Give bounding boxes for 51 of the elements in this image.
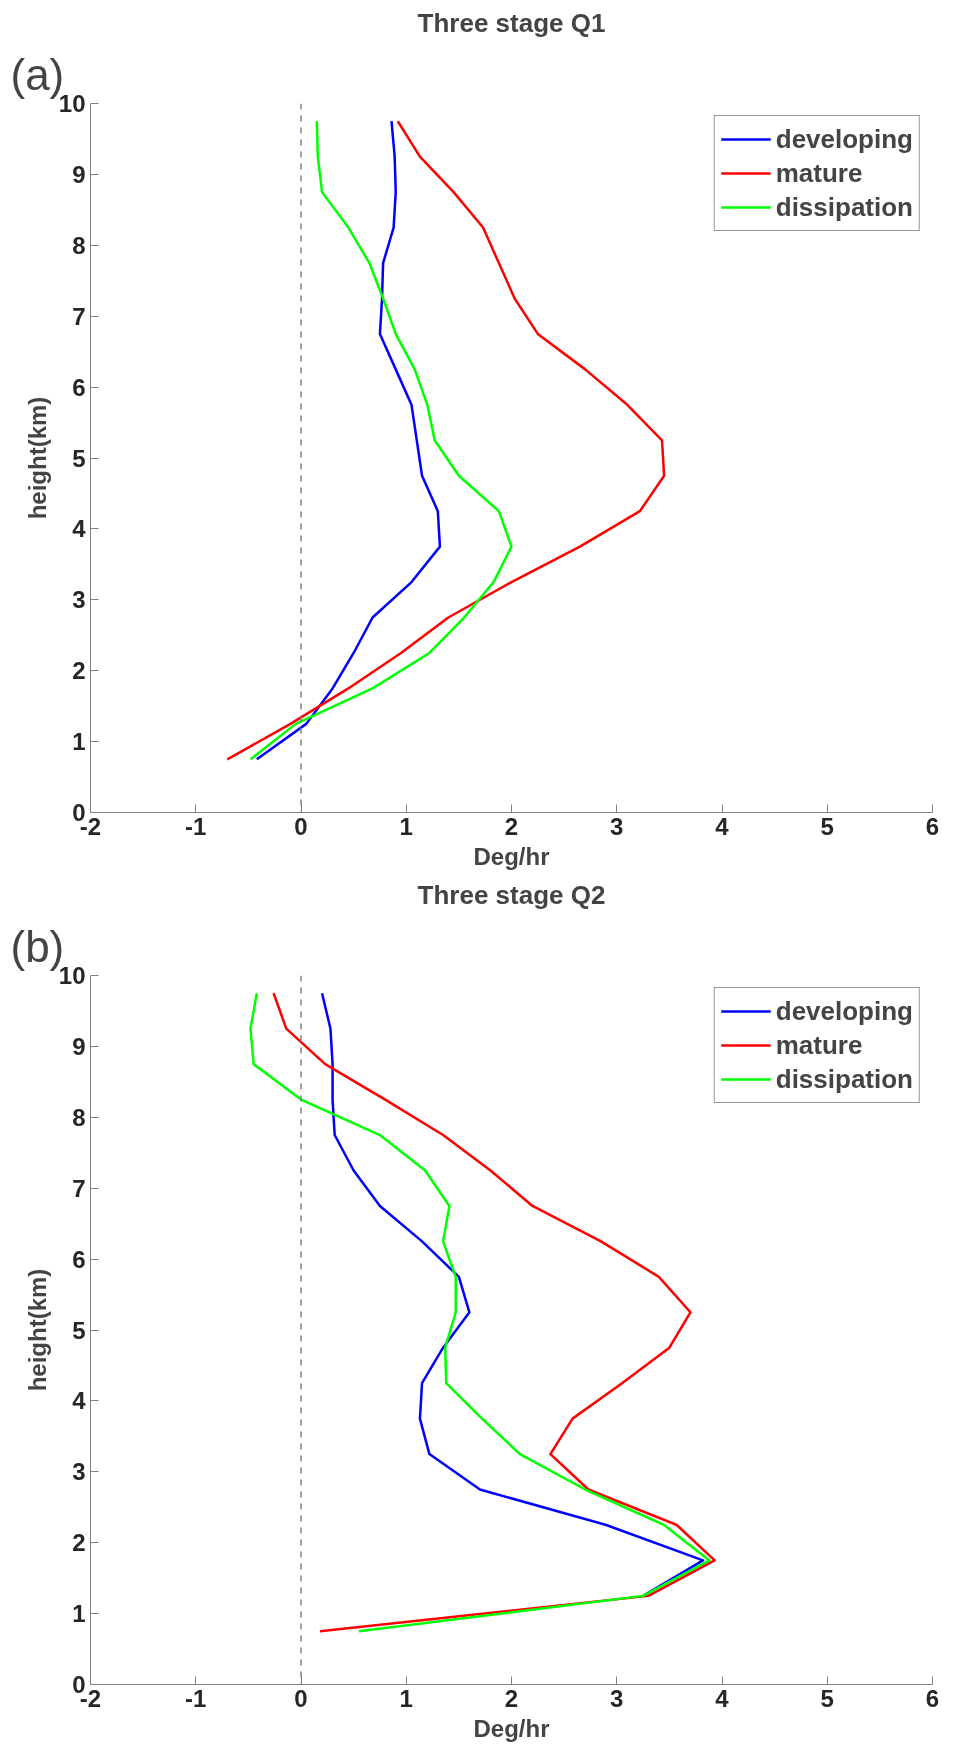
y-axis-title: height(km)	[23, 1268, 51, 1392]
x-tick-label: 1	[399, 1684, 413, 1712]
line-series	[249, 119, 513, 761]
x-tick-label: -1	[185, 812, 207, 840]
y-tick-label: 2	[72, 657, 86, 685]
y-tick-label: 1	[72, 1600, 86, 1628]
x-tick-label: 6	[925, 1684, 940, 1712]
y-tick-label: 4	[72, 1387, 87, 1415]
y-tick-label: 5	[72, 444, 86, 472]
y-tick-label: 8	[72, 1103, 86, 1131]
chart-title: Three stage Q1	[417, 7, 606, 38]
x-tick-label: 5	[820, 1684, 834, 1712]
y-tick-label: 10	[58, 90, 86, 117]
y-tick-label: 7	[72, 302, 86, 330]
chart-title: Three stage Q2	[417, 879, 606, 910]
x-tick-label: -1	[185, 1684, 207, 1712]
x-tick-label: 5	[820, 812, 834, 840]
y-tick-label: 3	[72, 1458, 86, 1486]
y-tick-label: 4	[72, 515, 87, 543]
x-tick-label: 3	[610, 1684, 624, 1712]
y-tick-label: 8	[72, 231, 86, 259]
y-tick-label: 9	[72, 1032, 86, 1060]
x-axis-title: Deg/hr	[473, 1714, 550, 1742]
legend-label: mature	[775, 1028, 863, 1062]
y-tick-label: 3	[72, 586, 86, 614]
x-tick-label: 1	[399, 812, 413, 840]
y-tick-label: 9	[72, 160, 86, 188]
line-series	[255, 119, 442, 761]
y-tick-label: 6	[72, 373, 86, 401]
y-axis-title: height(km)	[23, 396, 51, 520]
y-tick-label: 10	[58, 962, 86, 989]
y-tick-label: 1	[72, 728, 86, 756]
line-series	[226, 119, 666, 761]
x-tick-label: 3	[610, 812, 624, 840]
y-tick-label: 2	[72, 1529, 86, 1557]
legend-label: developing	[775, 994, 913, 1028]
x-tick-label: 2	[504, 812, 519, 840]
x-axis-title: Deg/hr	[473, 842, 550, 870]
legend-label: dissipation	[775, 190, 913, 224]
legend-label: developing	[775, 122, 913, 156]
legend-label: mature	[775, 156, 863, 190]
x-tick-label: 4	[715, 1684, 730, 1712]
y-tick-label: 7	[72, 1174, 86, 1202]
x-tick-label: 0	[294, 812, 308, 840]
y-tick-label: 5	[72, 1316, 86, 1344]
legend-label: dissipation	[775, 1062, 913, 1096]
x-tick-label: 4	[715, 812, 730, 840]
x-tick-label: 6	[925, 812, 940, 840]
x-tick-label: 2	[504, 1684, 519, 1712]
y-tick-label: 6	[72, 1245, 86, 1273]
x-tick-label: 0	[294, 1684, 308, 1712]
